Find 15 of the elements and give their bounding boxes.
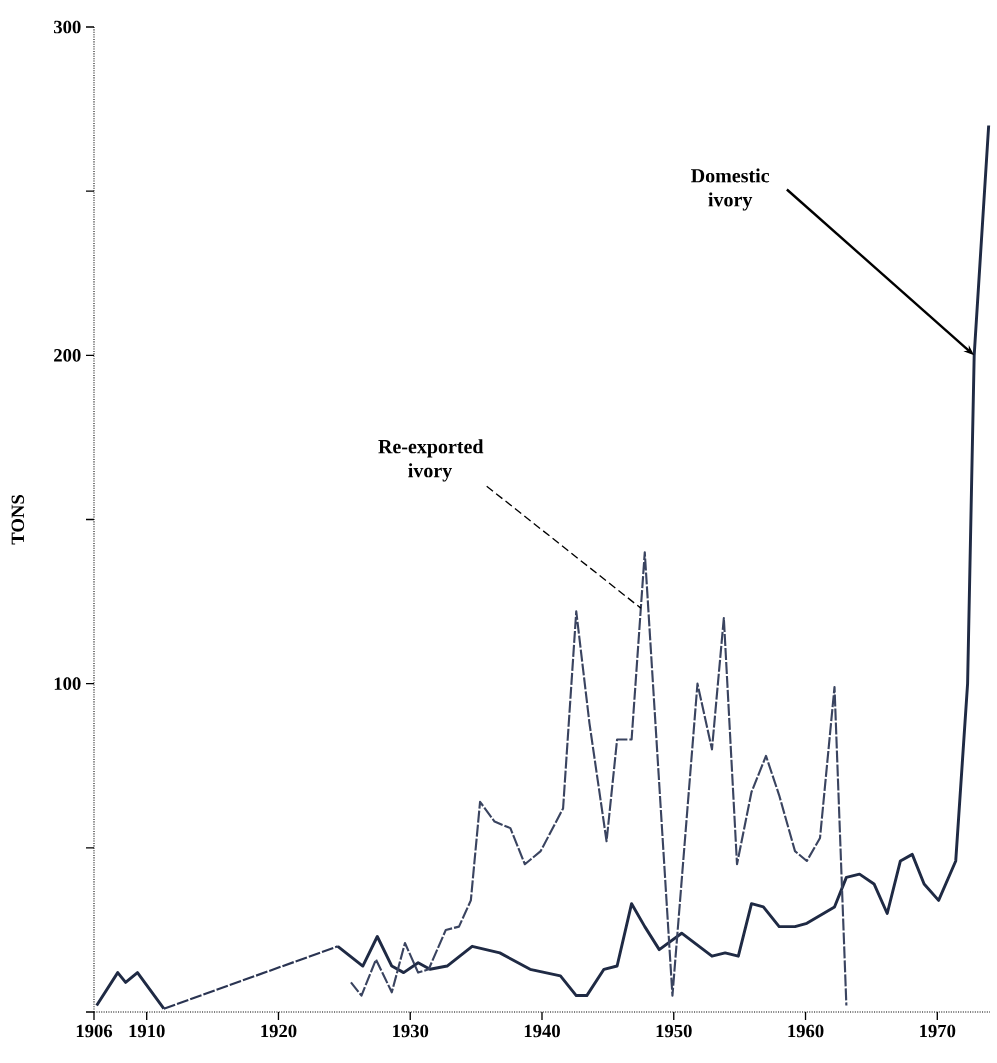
y-tick-label: 200 [54,349,81,362]
x-tick-label: 1970 [920,1024,956,1038]
x-tick-label: 1920 [261,1024,297,1038]
x-tick-label: 1930 [393,1024,429,1038]
x-tick-label: 1950 [656,1024,692,1038]
x-tick-label: 1960 [788,1024,824,1038]
x-tick-label: 1910 [129,1024,165,1038]
y-tick-label: 100 [54,677,81,690]
x-tick-label: 1906 [76,1024,113,1038]
annotation: Re-exported ivory [378,439,484,482]
annotation: Domestic ivory [691,168,770,211]
line-series [349,551,848,1007]
y-axis-title: TONS [11,495,25,545]
x-tick-label: 1940 [524,1024,560,1038]
y-tick-label: 300 [54,20,81,34]
